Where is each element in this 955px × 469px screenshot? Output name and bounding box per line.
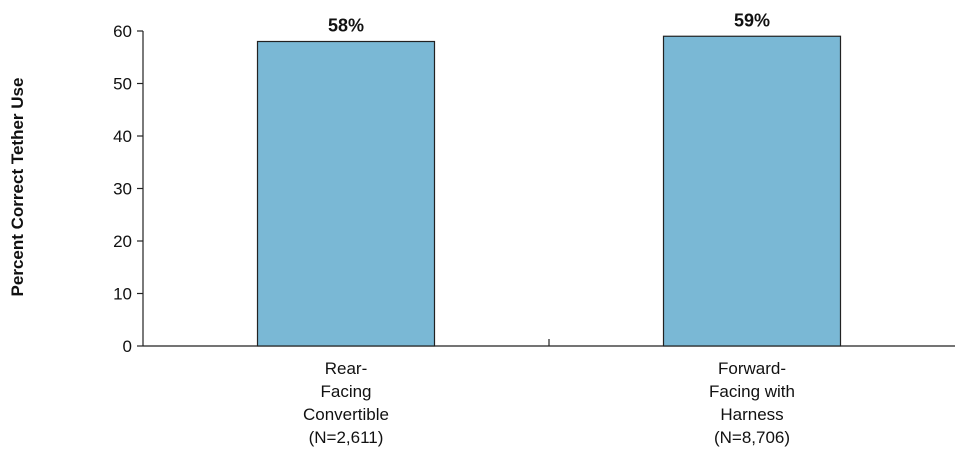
y-tick-label: 60 — [113, 22, 132, 41]
x-category-label: Rear-Facing Convertible (N=2,611) — [303, 359, 389, 447]
x-category-label: Forward-Facing with Harness (N=8,706) — [709, 359, 795, 447]
y-axis-title: Percent Correct Tether Use — [8, 78, 27, 297]
y-tick-label: 20 — [113, 232, 132, 251]
y-tick-label: 0 — [123, 337, 132, 356]
y-tick-label: 30 — [113, 180, 132, 199]
y-tick-label: 40 — [113, 127, 132, 146]
y-tick-label: 50 — [113, 75, 132, 94]
bar-data-label: 58% — [328, 16, 364, 36]
bars — [256, 35, 842, 347]
y-tick-label: 10 — [113, 285, 132, 304]
data-labels: 58% 59% — [328, 10, 770, 35]
bar — [662, 35, 842, 347]
bar — [256, 40, 436, 347]
y-axis: 0 10 20 30 40 50 60 — [113, 22, 144, 356]
bar-data-label: 59% — [734, 10, 770, 30]
category-labels: Rear-Facing Convertible (N=2,611) Forward-F… — [303, 359, 795, 447]
